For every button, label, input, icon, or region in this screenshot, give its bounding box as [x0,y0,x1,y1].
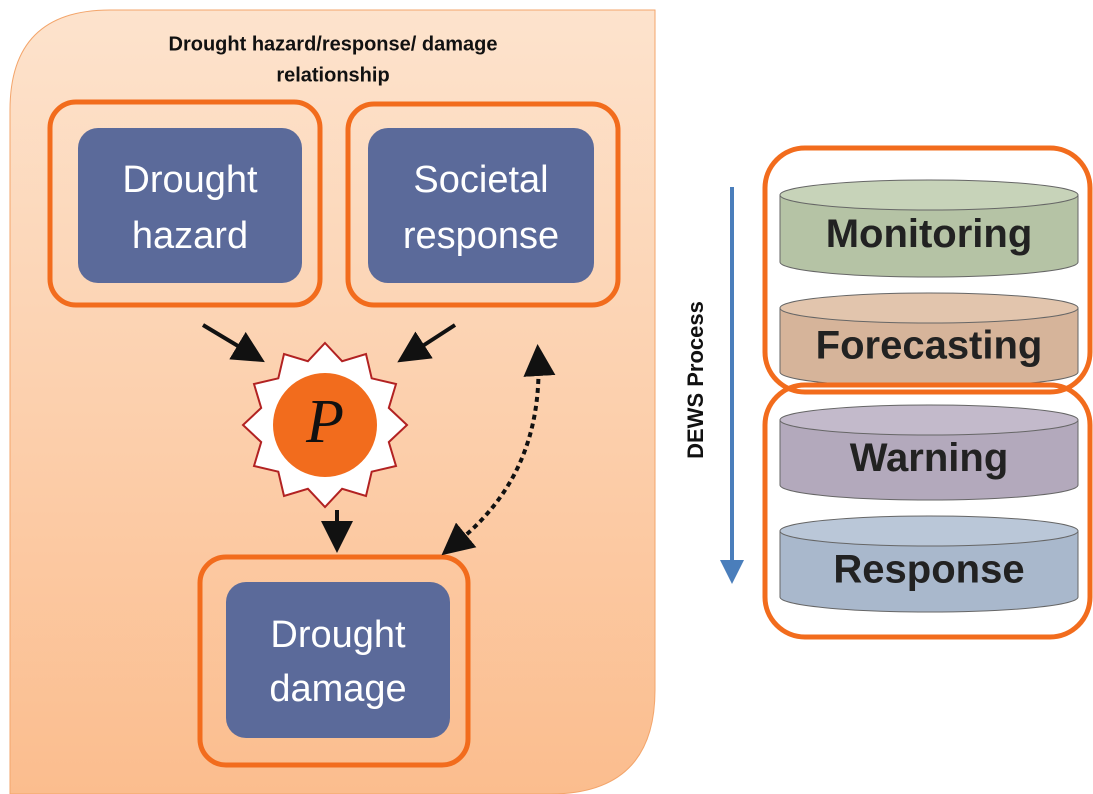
node-frame [47,99,323,308]
cylinder-top [779,179,1079,211]
cylinder-top [779,515,1079,547]
stage-frame [762,382,1093,640]
node-label: Societal [413,159,548,201]
node [368,128,594,283]
stage-label: Response [833,548,1024,592]
node-label: response [403,215,559,257]
stage-label: Forecasting [816,324,1043,368]
title: relationship [276,64,389,86]
cylinder-top [779,404,1079,436]
node-frame [345,101,621,308]
symbol: P [305,388,344,456]
cylinder-top [779,292,1079,324]
stage-frame [762,145,1093,395]
dotted-arrow [441,344,556,556]
cylinder [779,419,1079,501]
stage-label: Warning [850,436,1009,480]
node [78,128,302,283]
process-label: DEWS Process [683,301,708,459]
cylinder [779,530,1079,613]
symbol-circle [273,373,377,477]
node-label: Drought [270,614,406,656]
cylinder [779,194,1079,278]
arrow [201,323,265,363]
title: Drought hazard/response/ damage [169,33,498,55]
node-label: Drought [122,159,258,201]
node-label: damage [269,668,406,710]
node [226,582,450,738]
arrow [397,323,457,363]
node-frame [197,554,471,768]
stage-label: Monitoring [826,212,1033,256]
node-label: hazard [132,215,248,257]
